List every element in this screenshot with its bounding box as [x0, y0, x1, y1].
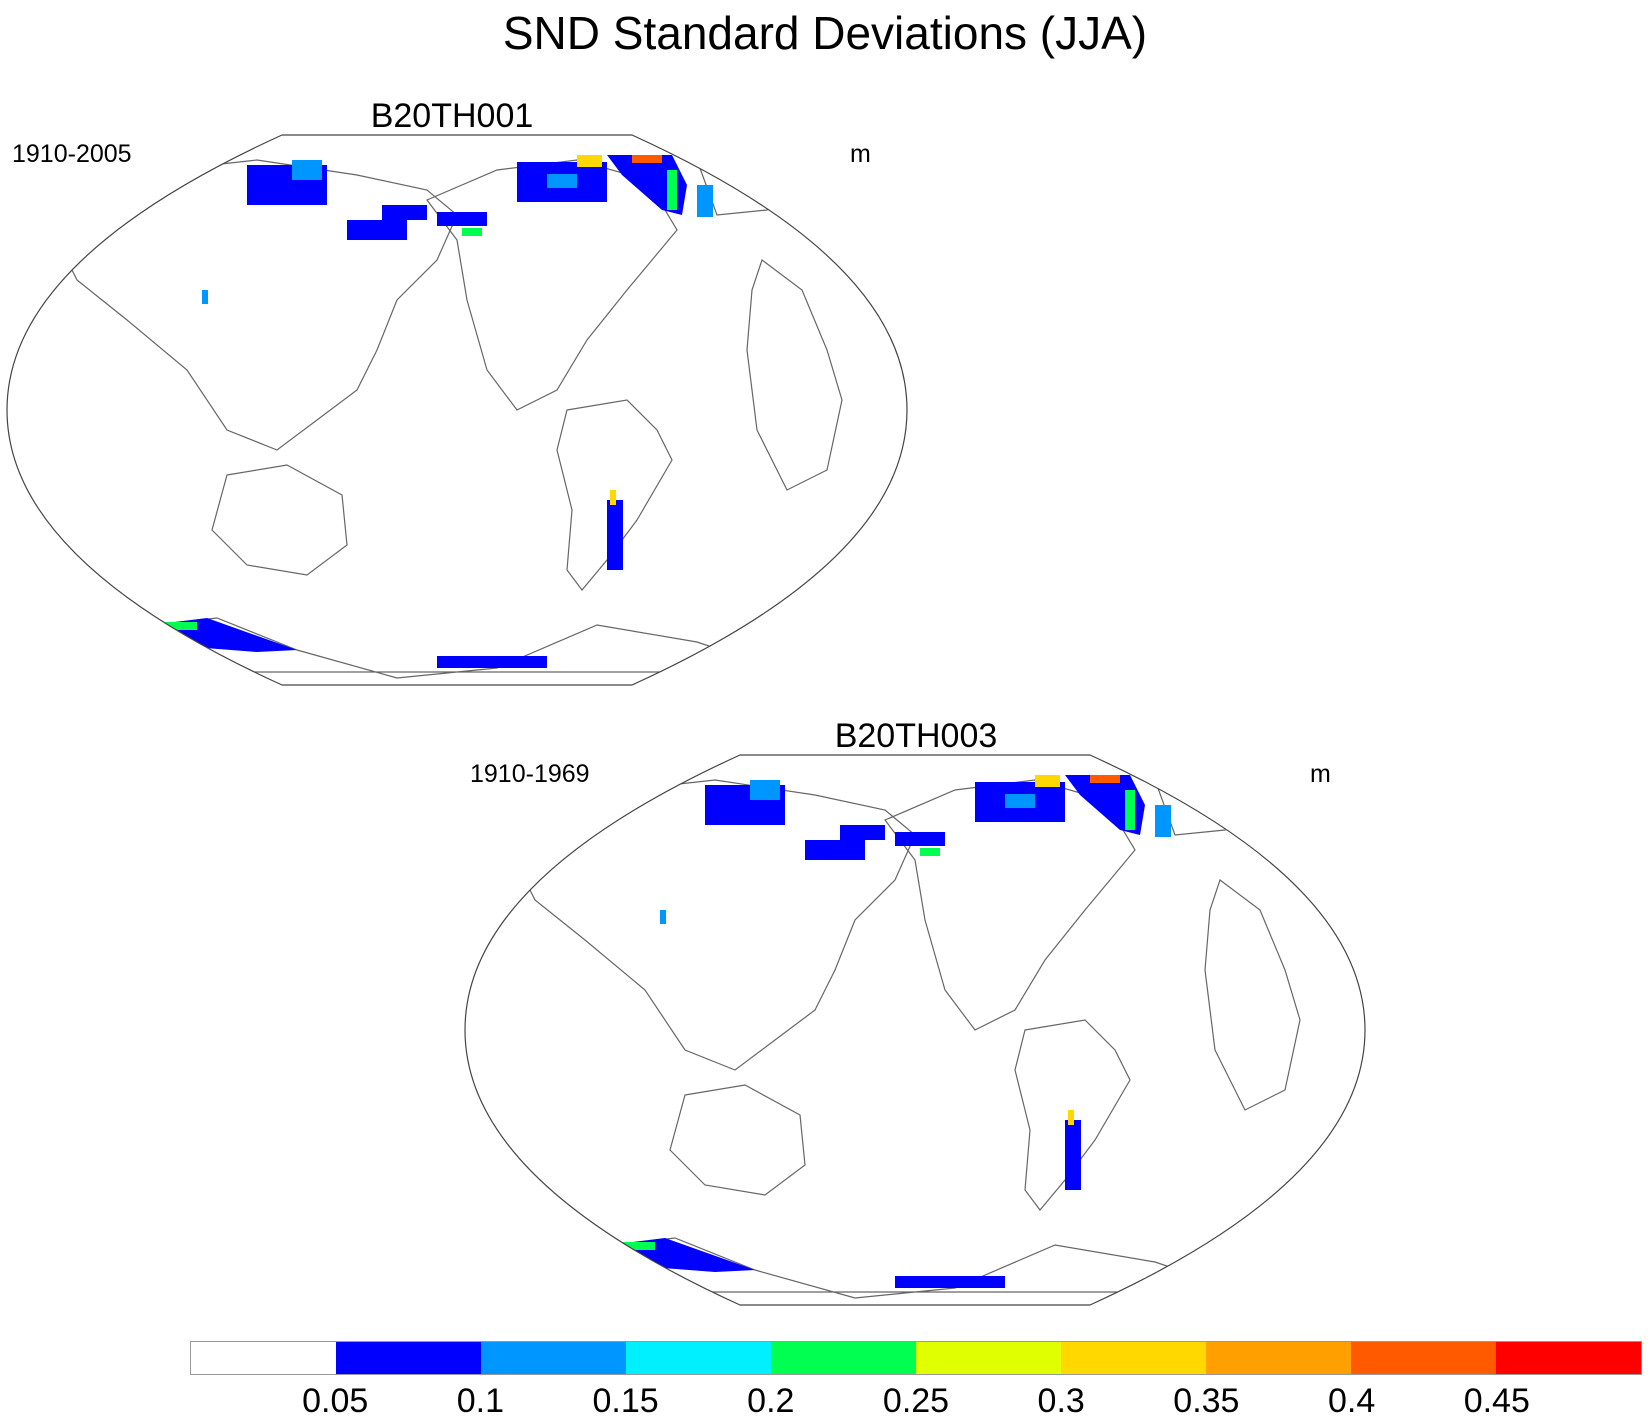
- colorbar-box: [916, 1342, 1061, 1374]
- colorbar-box: [191, 1342, 336, 1374]
- colorbar-box: [336, 1342, 481, 1374]
- panel-1-period: 1910-2005: [12, 140, 132, 168]
- colorbar-box: [626, 1342, 771, 1374]
- colorbar-box: [1351, 1342, 1496, 1374]
- colorbar: [190, 1341, 1642, 1375]
- colorbar-label: 0.15: [592, 1382, 659, 1420]
- figure-title: SND Standard Deviations (JJA): [502, 7, 1148, 59]
- colorbar-label: 0.1: [456, 1382, 505, 1420]
- colorbar-label: 0.3: [1037, 1382, 1085, 1420]
- colorbar-box: [1206, 1342, 1351, 1374]
- panel-1-map-outline: [6, 134, 908, 686]
- colorbar-label: 0.05: [302, 1382, 369, 1420]
- panel-2-period: 1910-1969: [470, 760, 590, 788]
- panel-2-units: m: [1310, 760, 1331, 788]
- colorbar-box: [481, 1342, 626, 1374]
- colorbar-label: 0.25: [882, 1382, 950, 1420]
- panel-2-map-outline: [464, 754, 1366, 1306]
- panel-1: B20TH001 1910-2005 m: [6, 97, 908, 686]
- colorbar-box: [1496, 1342, 1641, 1374]
- colorbar-label: 0.2: [747, 1382, 795, 1420]
- panel-1-title: B20TH001: [371, 97, 534, 135]
- colorbar-box: [1061, 1342, 1206, 1374]
- colorbar-label: 0.45: [1463, 1382, 1530, 1420]
- panel-1-units: m: [850, 140, 871, 168]
- colorbar-label: 0.35: [1173, 1382, 1240, 1420]
- panel-2: B20TH003 1910-1969 m: [464, 717, 1366, 1306]
- colorbar-label: 0.4: [1327, 1382, 1376, 1420]
- colorbar-box: [771, 1342, 916, 1374]
- panel-2-title: B20TH003: [835, 717, 998, 755]
